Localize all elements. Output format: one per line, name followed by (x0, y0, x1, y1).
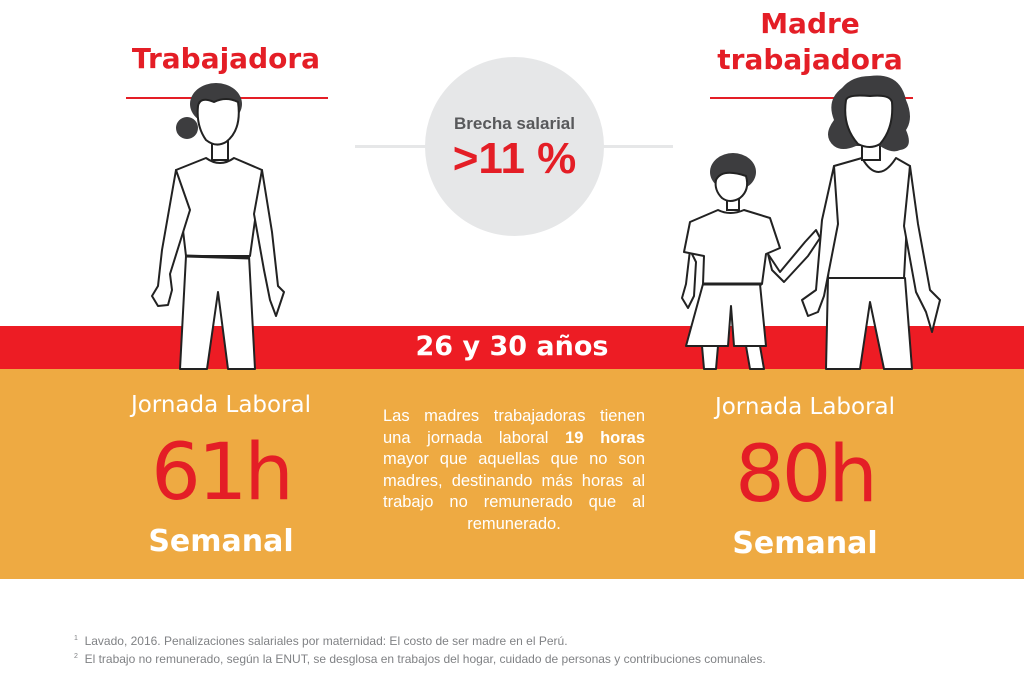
gap-circle (425, 57, 604, 236)
age-band-label: 26 y 30 años (415, 331, 609, 362)
footnotes: 1 Lavado, 2016. Penalizaciones salariale… (74, 631, 766, 667)
right-period: Semanal (732, 526, 878, 561)
right-title-line2: trabajadora (717, 43, 903, 76)
right-title-line1: Madre (760, 7, 860, 40)
footnote-2-text: El trabajo no remunerado, según la ENUT,… (84, 652, 766, 666)
description-text: Las madres trabajadoras tienen una jorna… (383, 406, 645, 535)
footnote-1: 1 Lavado, 2016. Penalizaciones salariale… (74, 631, 766, 649)
footnote-1-number: 1 (74, 635, 78, 642)
description-bold: 19 horas (565, 428, 645, 447)
left-period: Semanal (148, 524, 294, 559)
right-divider (710, 97, 913, 99)
footnote-2: 2 El trabajo no remunerado, según la ENU… (74, 649, 766, 667)
gap-label: Brecha salarial (454, 114, 575, 133)
right-jornada-label: Jornada Laboral (714, 394, 896, 420)
gap-value: >11 % (452, 134, 577, 183)
footnote-1-text: Lavado, 2016. Penalizaciones salariales … (84, 634, 568, 648)
left-hours: 61h (151, 428, 294, 518)
left-title: Trabajadora (131, 42, 321, 75)
left-jornada-label: Jornada Laboral (130, 392, 312, 418)
description-part1: Las madres trabajadoras tienen una jorna… (383, 407, 645, 447)
footnote-2-number: 2 (74, 653, 78, 660)
info-band (0, 369, 1024, 579)
right-title: Madre trabajadora (700, 6, 920, 78)
description-part2: mayor que aquellas que no son madres, de… (383, 450, 645, 533)
right-hours: 80h (735, 430, 878, 520)
